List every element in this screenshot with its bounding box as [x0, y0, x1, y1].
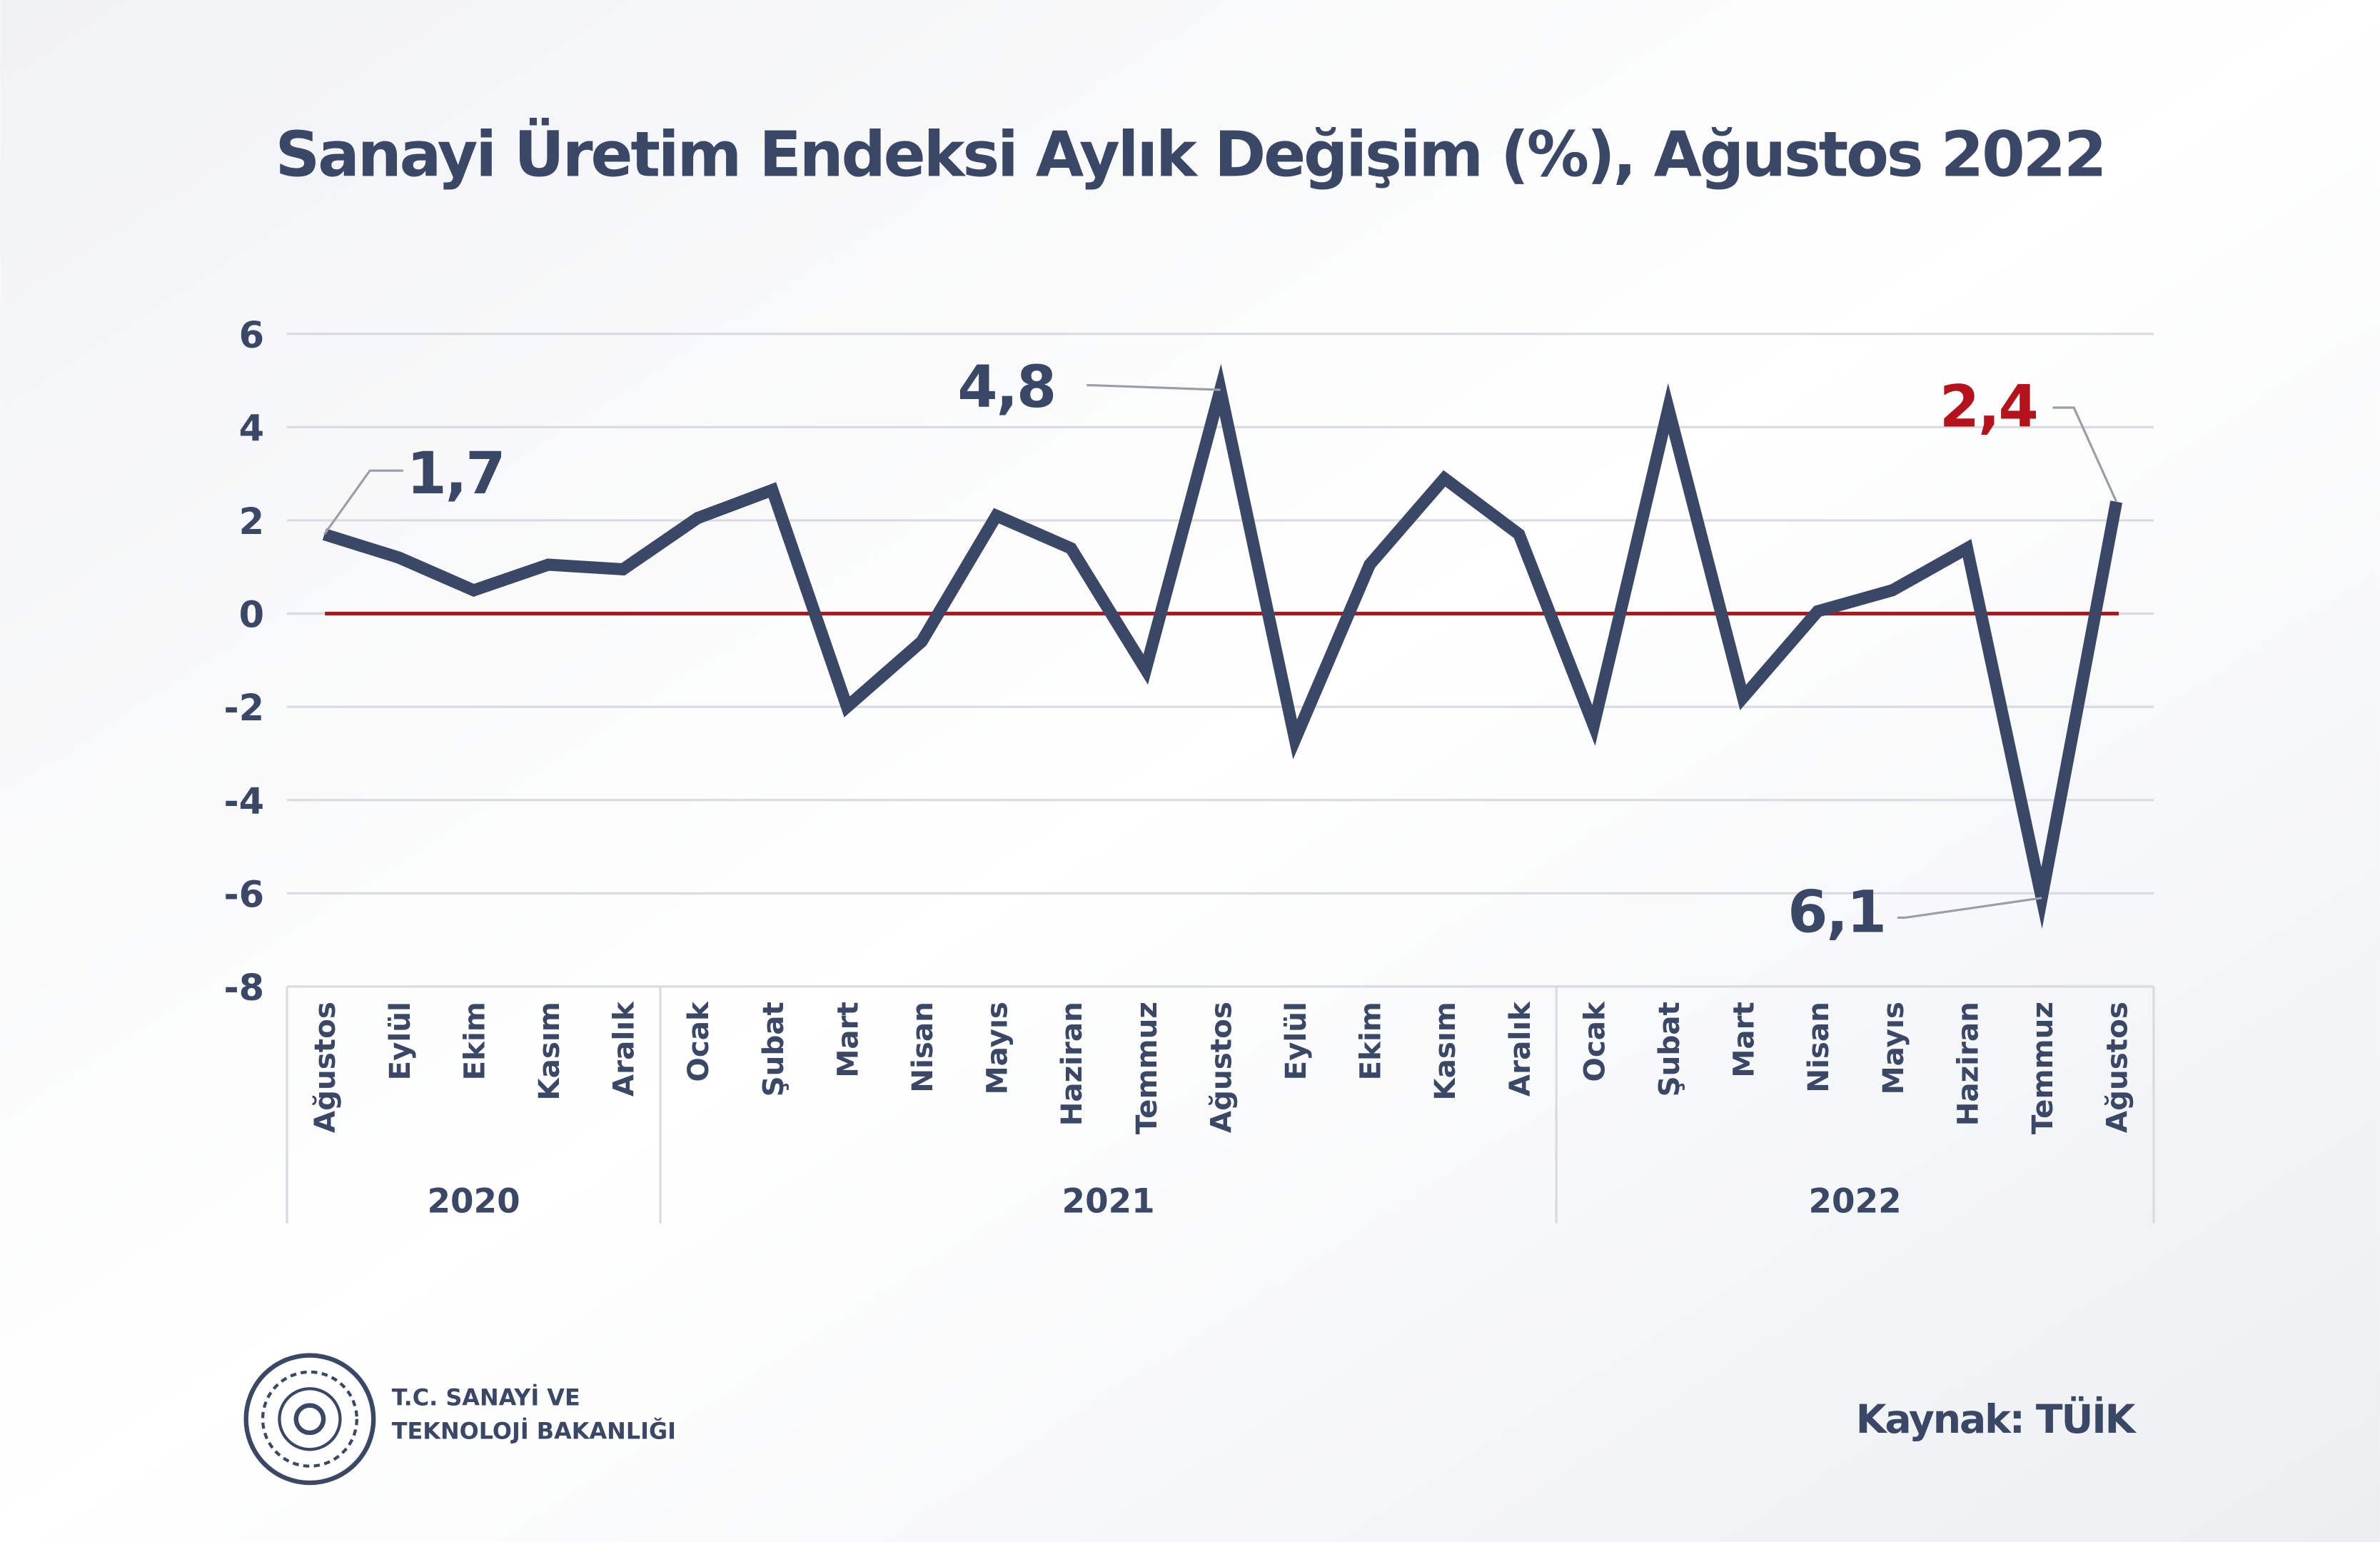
- x-tick-label: Mart: [1728, 1002, 1761, 1078]
- x-tick-label: Ocak: [1578, 1001, 1611, 1082]
- x-tick-label: Ağustos: [2101, 1002, 2134, 1133]
- y-tick-label: -6: [223, 874, 264, 916]
- leader-line: [323, 469, 403, 535]
- y-tick-label: -8: [223, 967, 264, 1009]
- value-label: 2,4: [1940, 373, 2037, 440]
- y-tick-label: 0: [239, 595, 265, 637]
- y-tick-label: -4: [223, 781, 264, 823]
- x-tick-label: Mayıs: [981, 1002, 1014, 1094]
- x-tick-label: Mayıs: [1877, 1002, 1910, 1094]
- value-label: 1,7: [407, 440, 505, 508]
- x-tick-label: Temmuz: [2026, 1002, 2059, 1134]
- x-tick-label: Aralık: [1503, 1001, 1537, 1097]
- chart-title: Sanayi Üretim Endeksi Aylık Değişim (%),…: [276, 118, 2105, 191]
- x-tick-label: Ocak: [682, 1001, 715, 1082]
- x-tick-label: Şubat: [1653, 1002, 1686, 1097]
- logo-text: T.C. SANAYİ VE: [392, 1384, 580, 1411]
- x-tick-label: Kasım: [533, 1002, 566, 1100]
- y-tick-label: 2: [239, 501, 265, 543]
- leader-line: [1897, 897, 2042, 919]
- y-tick-label: 6: [239, 315, 265, 357]
- group-label: 2020: [427, 1183, 520, 1221]
- value-label: 4,8: [957, 354, 1055, 421]
- y-tick-label: -2: [223, 687, 264, 730]
- x-tick-label: Ekim: [458, 1002, 491, 1080]
- x-tick-label: Ağustos: [308, 1002, 342, 1133]
- group-label: 2022: [1809, 1183, 1902, 1221]
- x-tick-label: Haziran: [1055, 1002, 1089, 1126]
- source: Kaynak: TÜİK: [1856, 1396, 2137, 1443]
- value-label: 6,1: [1787, 879, 1885, 946]
- leader-line: [2052, 406, 2118, 503]
- x-tick-label: Şubat: [757, 1002, 790, 1097]
- x-tick-label: Eylül: [383, 1002, 417, 1080]
- x-tick-label: Eylül: [1279, 1002, 1313, 1080]
- group-label: 2021: [1062, 1183, 1155, 1221]
- leader-line: [1086, 384, 1221, 391]
- x-tick-label: Kasım: [1428, 1002, 1462, 1100]
- x-tick-label: Nisan: [1802, 1002, 1835, 1093]
- data-line: [322, 363, 2123, 929]
- x-tick-label: Haziran: [1951, 1002, 1985, 1126]
- x-tick-label: Mart: [831, 1002, 864, 1078]
- x-tick-label: Nisan: [906, 1002, 939, 1093]
- x-tick-label: Temmuz: [1130, 1002, 1164, 1134]
- logo-text: TEKNOLOJİ BAKANLIĞI: [392, 1417, 676, 1444]
- x-tick-label: Ağustos: [1204, 1002, 1238, 1133]
- y-tick-label: 4: [239, 408, 265, 450]
- x-tick-label: Aralık: [607, 1001, 641, 1097]
- logo: [243, 1353, 376, 1486]
- x-tick-label: Ekim: [1354, 1002, 1388, 1080]
